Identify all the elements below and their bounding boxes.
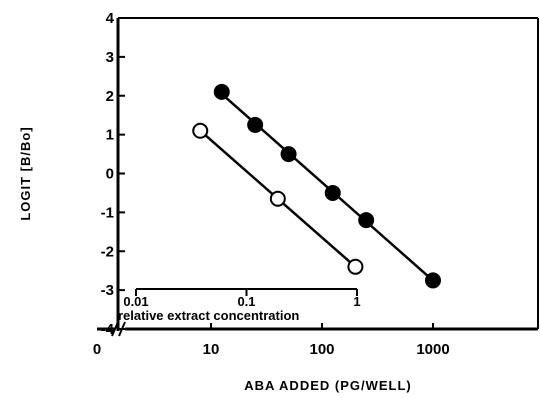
filled-data-point [213,83,230,100]
x-tick-label: 1000 [416,341,449,358]
filled-data-point [280,146,297,163]
y-tick-label: 1 [106,127,114,144]
open-data-point [269,190,286,207]
x-origin-label: 0 [93,341,101,358]
filled-data-point [247,116,264,133]
filled-data-point [358,212,375,229]
y-tick-label: -1 [101,204,114,221]
y-tick-label: 4 [106,10,115,27]
y-axis-title: LOGIT [B/Bo] [18,126,33,220]
inset-tick-label: 0.1 [237,294,255,309]
filled-data-point [425,272,441,289]
x-tick-label: 10 [203,341,220,358]
data-markers [192,83,441,289]
y-tick-label: 3 [106,49,114,66]
y-tick-label: 2 [106,88,114,105]
y-tick-label: 0 [106,166,114,183]
open-data-point [347,258,364,275]
inset-tick-label: 0.01 [123,294,148,309]
y-tick-label: -2 [101,243,114,260]
inset-tick-label: 1 [353,294,360,309]
filled-data-point [324,184,341,201]
inset-axis: 0.01 0.1 1 [123,288,361,309]
axis-break-mark [111,321,119,337]
regression-lines [199,92,434,282]
y-tick-label: -3 [101,282,114,299]
x-tick-label: 100 [309,341,334,358]
inset-axis-title: relative extract concentration [118,308,299,323]
x-axis-title: ABA ADDED (PG/WELL) [244,378,412,393]
y-tick-label: -4 [101,321,115,338]
open-data-point [192,122,209,139]
